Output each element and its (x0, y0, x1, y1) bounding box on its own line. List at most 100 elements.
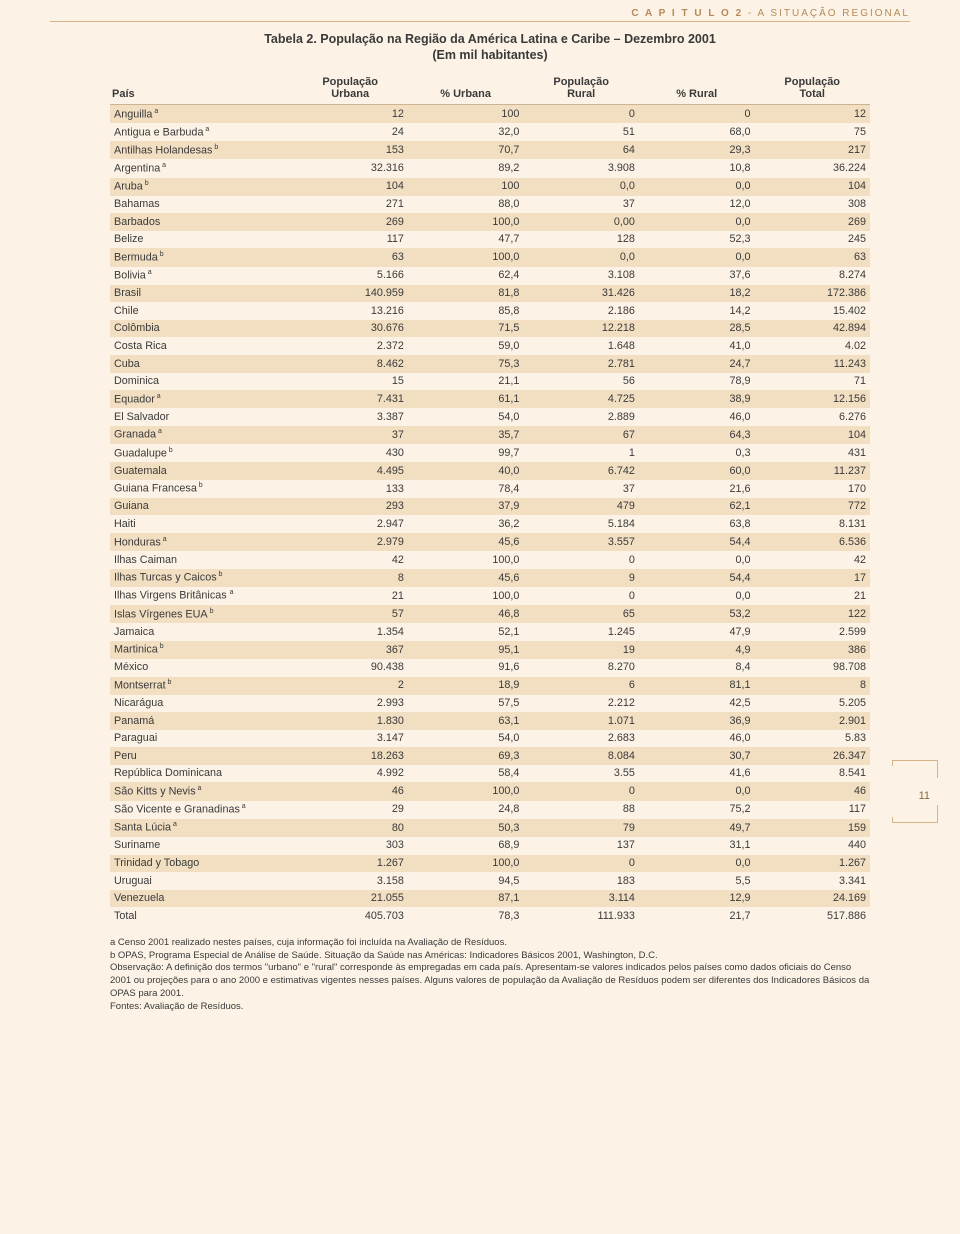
cell-value: 32,0 (408, 123, 524, 141)
cell-value: 54,4 (639, 569, 755, 587)
section-label: A SITUAÇÃO REGIONAL (758, 8, 910, 19)
cell-value: 217 (754, 141, 870, 159)
cell-value: 6.742 (523, 462, 639, 480)
cell-value: 1.648 (523, 337, 639, 355)
cell-value: 367 (292, 641, 408, 659)
cell-value: 0,0 (639, 213, 755, 231)
cell-value: 52,1 (408, 623, 524, 641)
table-row: Islas Vírgenes EUA b5746,86553,2122 (110, 605, 870, 623)
cell-value: 140.959 (292, 285, 408, 303)
page-bracket (898, 805, 938, 823)
cell-value: 269 (292, 213, 408, 231)
cell-value: 479 (523, 498, 639, 516)
cell-country: Haiti (110, 515, 292, 533)
cell-value: 18,2 (639, 285, 755, 303)
cell-value: 100,0 (408, 587, 524, 605)
table-row: Bermuda b63100,00,00,063 (110, 248, 870, 266)
cell-value: 293 (292, 498, 408, 516)
cell-value: 57,5 (408, 695, 524, 713)
table-row: Anguilla a121000012 (110, 105, 870, 124)
cell-value: 11.243 (754, 355, 870, 373)
cell-country: Bahamas (110, 196, 292, 214)
cell-value: 104 (754, 178, 870, 196)
footnote-sup: a (146, 269, 152, 276)
cell-country: Brasil (110, 285, 292, 303)
cell-value: 0 (523, 587, 639, 605)
cell-value: 81,1 (639, 677, 755, 695)
cell-value: 45,6 (408, 569, 524, 587)
cell-value: 15 (292, 373, 408, 391)
cell-country: Honduras a (110, 533, 292, 551)
cell-value: 517.886 (754, 907, 870, 925)
cell-value: 3.908 (523, 159, 639, 177)
cell-value: 1.267 (292, 855, 408, 873)
table-row: Ilhas Virgens Britânicas a21100,000,021 (110, 587, 870, 605)
population-table: País População Urbana % Urbana População… (110, 72, 870, 925)
cell-value: 42,5 (639, 695, 755, 713)
cell-value: 75,2 (639, 801, 755, 819)
cell-value: 12 (754, 105, 870, 124)
cell-value: 51 (523, 123, 639, 141)
col-pop-urbana: População Urbana (292, 72, 408, 105)
cell-value: 2.947 (292, 515, 408, 533)
cell-country: Belize (110, 231, 292, 249)
cell-value: 245 (754, 231, 870, 249)
table-title: Tabela 2. População na Região da América… (110, 32, 870, 46)
cell-value: 21.055 (292, 890, 408, 908)
cell-value: 46 (292, 782, 408, 800)
cell-value: 2.186 (523, 302, 639, 320)
footnote-sup: b (217, 571, 223, 578)
footnote-line: b OPAS, Programa Especial de Análise de … (110, 950, 870, 963)
cell-value: 100,0 (408, 551, 524, 569)
cell-value: 12,0 (639, 196, 755, 214)
table-row: Suriname30368,913731,1440 (110, 837, 870, 855)
footnote-sup: a (240, 803, 246, 810)
cell-value: 60,0 (639, 462, 755, 480)
cell-value: 46 (754, 782, 870, 800)
cell-value: 30,7 (639, 747, 755, 765)
cell-value: 386 (754, 641, 870, 659)
cell-value: 21 (754, 587, 870, 605)
table-row: Peru18.26369,38.08430,726.347 (110, 747, 870, 765)
footnote-sup: a (203, 126, 209, 133)
cell-value: 0 (523, 551, 639, 569)
table-row: Trinidad y Tobago1.267100,000,01.267 (110, 855, 870, 873)
table-row: Paraguai3.14754,02.68346,05.83 (110, 730, 870, 748)
table-row: Dominica1521,15678,971 (110, 373, 870, 391)
cell-value: 0,0 (639, 855, 755, 873)
table-row: Argentina a32.31689,23.90810,836.224 (110, 159, 870, 177)
cell-value: 64 (523, 141, 639, 159)
cell-country: Peru (110, 747, 292, 765)
cell-value: 32.316 (292, 159, 408, 177)
table-body: Anguilla a121000012Antigua e Barbuda a24… (110, 105, 870, 925)
cell-value: 10,8 (639, 159, 755, 177)
cell-value: 1 (523, 444, 639, 462)
cell-country: São Kitts y Nevis a (110, 782, 292, 800)
cell-value: 3.158 (292, 872, 408, 890)
cell-value: 3.55 (523, 765, 639, 783)
table-row: Nicarágua2.99357,52.21242,55.205 (110, 695, 870, 713)
cell-value: 3.114 (523, 890, 639, 908)
cell-value: 100 (408, 105, 524, 124)
table-row: Costa Rica2.37259,01.64841,04.02 (110, 337, 870, 355)
cell-country: Ilhas Virgens Britânicas a (110, 587, 292, 605)
cell-value: 4,9 (639, 641, 755, 659)
header-rule (50, 21, 910, 22)
footnote-sup: a (196, 785, 202, 792)
footnote-sup: b (208, 608, 214, 615)
cell-value: 100 (408, 178, 524, 196)
table-row: Guiana Francesa b13378,43721,6170 (110, 480, 870, 498)
cell-value: 12,9 (639, 890, 755, 908)
cell-country: Barbados (110, 213, 292, 231)
cell-value: 54,0 (408, 730, 524, 748)
cell-value: 89,2 (408, 159, 524, 177)
table-row: Antigua e Barbuda a2432,05168,075 (110, 123, 870, 141)
table-row: Chile13.21685,82.18614,215.402 (110, 302, 870, 320)
cell-value: 133 (292, 480, 408, 498)
table-row: Ilhas Caiman42100,000,042 (110, 551, 870, 569)
cell-value: 14,2 (639, 302, 755, 320)
cell-value: 35,7 (408, 426, 524, 444)
footnote-sup: a (152, 108, 158, 115)
cell-value: 21,6 (639, 480, 755, 498)
cell-value: 122 (754, 605, 870, 623)
